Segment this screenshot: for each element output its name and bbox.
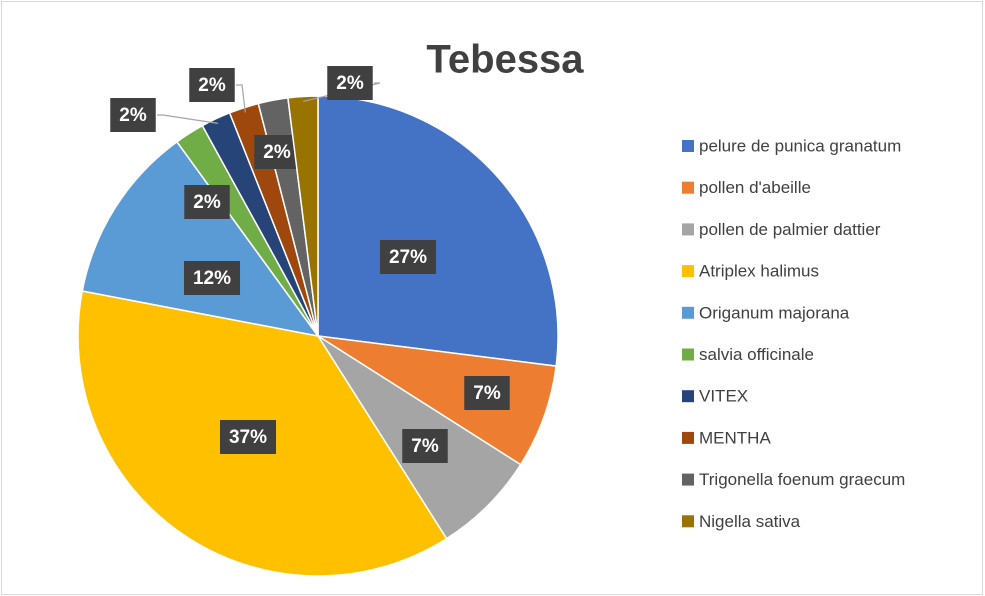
legend-swatch (682, 223, 694, 236)
legend-label: Trigonella foenum graecum (699, 470, 905, 489)
data-label: 2% (119, 105, 147, 126)
pie-slice (317, 335, 557, 466)
pie-slice (317, 95, 559, 367)
chart-title: Tebessa (426, 38, 584, 82)
legend-label: Origanum majorana (699, 303, 850, 322)
data-label: 37% (229, 427, 267, 448)
pie-slice (81, 140, 320, 338)
pie-slice (287, 95, 319, 337)
data-label: 7% (411, 436, 439, 457)
legend-label: pelure de punica granatum (699, 136, 901, 155)
data-label: 27% (389, 247, 427, 268)
legend-label: Atriplex halimus (699, 262, 819, 281)
data-label: 2% (198, 75, 226, 96)
data-label-box (254, 135, 300, 169)
data-label: 2% (336, 73, 364, 94)
legend-label: MENTHA (699, 428, 771, 447)
legend-label: pollen de palmier dattier (699, 220, 881, 239)
data-label-box (110, 98, 156, 132)
legend-swatch (682, 306, 694, 319)
data-label: 12% (193, 268, 231, 289)
data-label-box (379, 240, 437, 274)
leader-line (236, 84, 246, 113)
data-label-box (189, 68, 235, 102)
legend-swatch (682, 181, 694, 194)
legend-swatch (682, 265, 694, 278)
data-label: 7% (473, 383, 501, 404)
data-label-box (184, 185, 230, 219)
data-label-box (183, 261, 241, 295)
legend-swatch (682, 390, 694, 403)
legend-label: pollen d'abeille (699, 178, 811, 197)
data-label: 2% (263, 142, 291, 163)
legend-label: salvia officinale (699, 345, 814, 364)
legend-label: Nigella sativa (699, 512, 801, 531)
leader-line (157, 114, 219, 124)
data-label-box (402, 429, 448, 463)
data-label-box (219, 420, 277, 454)
legend-swatch (682, 140, 694, 152)
legend-swatch (682, 431, 694, 444)
legend-label: VITEX (699, 387, 748, 406)
legend-swatch (682, 515, 694, 528)
legend-swatch (682, 348, 694, 361)
data-label: 2% (193, 192, 221, 213)
legend-swatch (682, 473, 694, 486)
data-label-box (464, 376, 510, 410)
data-label-box (327, 66, 373, 100)
